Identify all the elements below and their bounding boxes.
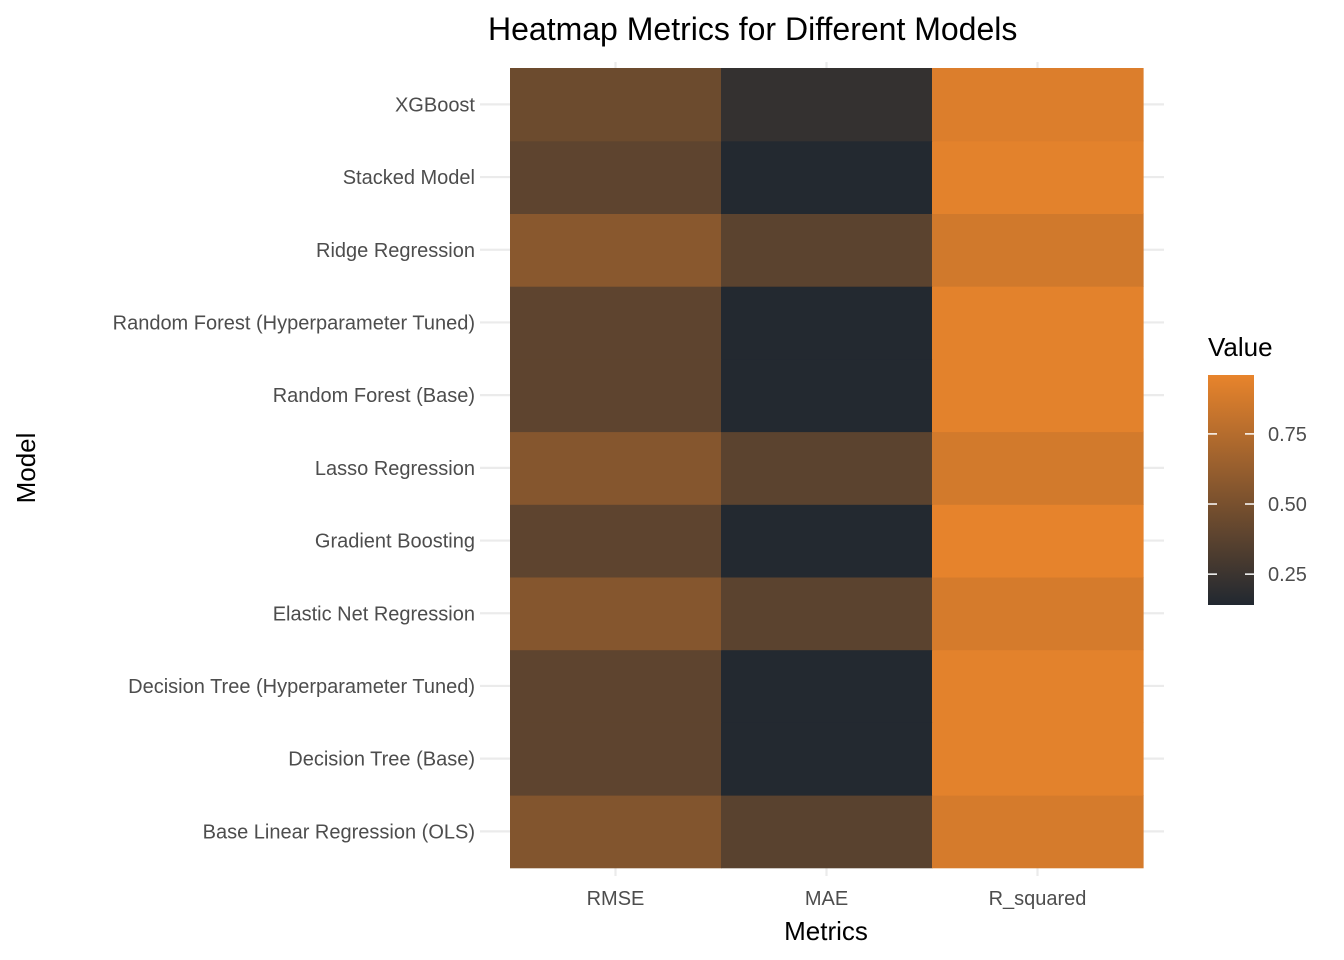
y-tick-labels: Base Linear Regression (OLS) Decision Tre… [113, 94, 476, 843]
y-tick-label: Decision Tree (Base) [288, 749, 475, 771]
y-tick-label: Ridge Regression [316, 240, 475, 262]
heatmap-cell [510, 576, 722, 651]
x-tick-labels: RMSE MAE R_squared [587, 888, 1087, 910]
heatmap-cell [721, 140, 933, 214]
legend-tick-label: 0.75 [1268, 424, 1307, 446]
x-tick-label: R_squared [989, 888, 1087, 910]
y-tick-label: XGBoost [395, 94, 475, 116]
heatmap-cell [510, 649, 722, 723]
heatmap-cell [932, 431, 1144, 505]
y-tick-label: Gradient Boosting [315, 531, 475, 553]
heatmap-cell [721, 286, 933, 360]
legend-title: Value [1208, 332, 1273, 362]
y-tick-label: Decision Tree (Hyperparameter Tuned) [128, 676, 475, 698]
x-tick-label: MAE [805, 888, 848, 910]
heatmap-cell [932, 358, 1144, 433]
heatmap-cell [932, 140, 1144, 214]
heatmap-cell [510, 213, 722, 287]
x-axis-title: Metrics [784, 916, 868, 946]
heatmap-cell [721, 795, 933, 869]
y-tick-label: Stacked Model [343, 167, 475, 189]
heatmap-cell [721, 68, 933, 142]
heatmap-cell [932, 504, 1144, 578]
heatmap-cell [510, 286, 722, 360]
heatmap-cell [721, 213, 933, 287]
heatmap-cell [721, 358, 933, 433]
y-tick-label: Random Forest (Base) [273, 385, 475, 407]
heatmap-cell [721, 649, 933, 723]
color-legend: Value 0.25 0.50 0.75 [1208, 332, 1307, 605]
heatmap-cell [510, 358, 722, 433]
heatmap-cell [932, 286, 1144, 360]
legend-tick-label: 0.50 [1268, 494, 1307, 516]
heatmap-cell [721, 576, 933, 651]
heatmap-cell [510, 431, 722, 505]
heatmap-cell [932, 795, 1144, 869]
heatmap-cell [721, 504, 933, 578]
heatmap-cell [932, 68, 1144, 142]
heatmap-cell [510, 504, 722, 578]
heatmap-cell [510, 795, 722, 869]
heatmap-cell [932, 649, 1144, 723]
heatmap-cell [932, 576, 1144, 651]
chart-title: Heatmap Metrics for Different Models [488, 11, 1017, 47]
heatmap-cell [932, 722, 1144, 796]
legend-colorbar [1208, 375, 1254, 605]
heatmap-cell [932, 213, 1144, 287]
heatmap-cells [510, 68, 1144, 869]
heatmap-cell [510, 140, 722, 214]
y-tick-label: Elastic Net Regression [273, 603, 475, 625]
heatmap-cell [510, 68, 722, 142]
y-tick-label: Random Forest (Hyperparameter Tuned) [113, 312, 475, 334]
y-axis-title: Model [11, 433, 41, 504]
heatmap-cell [721, 722, 933, 796]
y-tick-label: Base Linear Regression (OLS) [203, 821, 475, 843]
x-tick-label: RMSE [587, 888, 645, 910]
heatmap-cell [510, 722, 722, 796]
y-tick-label: Lasso Regression [315, 458, 475, 480]
legend-tick-label: 0.25 [1268, 564, 1307, 586]
heatmap-cell [721, 431, 933, 505]
